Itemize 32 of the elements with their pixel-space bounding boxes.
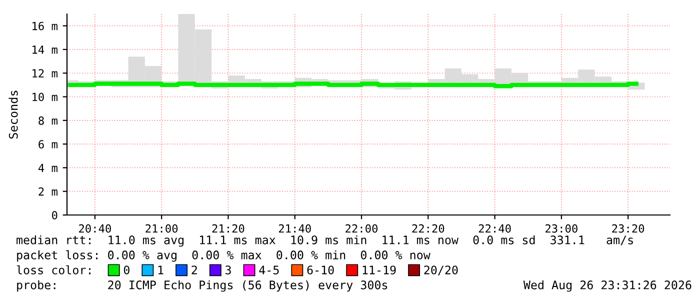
y-tick-label: 6 m	[38, 140, 58, 148]
legend-label: 3	[226, 266, 231, 274]
x-tick-label: 23:00	[546, 224, 578, 233]
legend-label: 0	[124, 266, 130, 274]
legend-label: 2	[192, 266, 197, 274]
legend-label: 11-19	[362, 266, 396, 274]
y-tick-label: 8 m	[38, 116, 58, 125]
x-tick-label: 21:40	[278, 224, 311, 233]
text: probe: 20 ICMP Echo Pings (56 Bytes) every 300s	[17, 280, 388, 292]
y-tick-label: 2 m	[38, 187, 58, 196]
x-tick-label: 21:20	[212, 224, 244, 233]
y-tick-label: 4 m	[38, 164, 58, 172]
text: Wed Aug 26 23:31:26 2026	[523, 280, 692, 292]
legend-label: 20/20	[424, 266, 458, 276]
legend-label: 1	[158, 266, 164, 274]
x-tick-label: 22:40	[478, 224, 511, 233]
text: loss color:	[16, 265, 90, 274]
y-tick-label: 14 m	[32, 46, 58, 54]
y-tick-label: 16 m	[32, 22, 58, 30]
legend-label: 4-5	[259, 266, 279, 274]
x-tick-label: 23:20	[612, 224, 644, 233]
y-tick-label: 10 m	[32, 92, 58, 102]
y-axis-title: Seconds	[8, 90, 18, 139]
y-tick-label: 0	[52, 211, 58, 220]
text: median rtt: 11.0 ms avg 11.1 ms max 10.9 ms min 11.1 ms now 0.0 ms sd 331.1 am/s	[16, 235, 633, 247]
x-tick-label: 21:00	[146, 224, 178, 233]
text: packet loss: 0.00 % avg 0.00 % max 0.00 % min 0.00 % now	[17, 250, 430, 262]
x-tick-label: 22:00	[346, 224, 378, 233]
x-tick-label: 20:40	[79, 224, 111, 233]
legend-label: 6-10	[307, 266, 334, 274]
x-tick-label: 22:20	[412, 224, 444, 233]
y-tick-label: 12 m	[32, 69, 58, 78]
